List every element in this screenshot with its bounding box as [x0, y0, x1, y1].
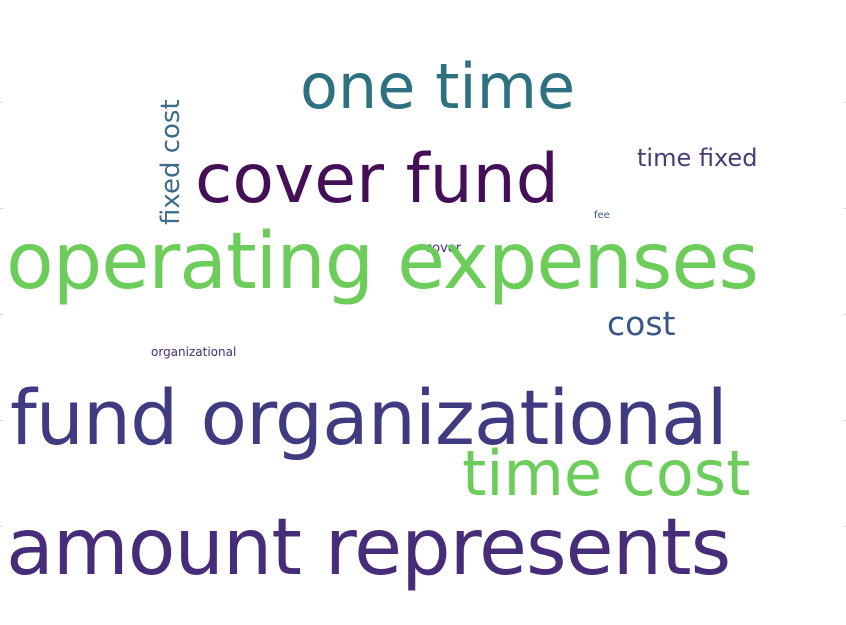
word-time-fixed: time fixed: [637, 144, 758, 172]
word-fixed-cost: fixed cost: [156, 99, 186, 225]
word-cover-fund: cover fund: [195, 140, 559, 219]
edge-tick: [843, 526, 846, 527]
edge-tick: [0, 102, 3, 103]
edge-tick: [843, 420, 846, 421]
edge-tick: [0, 420, 3, 421]
word-operating-expenses: operating expenses: [6, 217, 759, 307]
edge-tick: [0, 526, 3, 527]
word-amount-represents: amount represents: [6, 503, 731, 593]
word-fee: fee: [594, 210, 610, 221]
word-cover: cover: [425, 241, 462, 256]
word-cost: cost: [607, 304, 676, 343]
edge-tick: [843, 208, 846, 209]
edge-tick: [0, 208, 3, 209]
edge-tick: [843, 314, 846, 315]
word-fund-organizational: fund organizational: [10, 373, 728, 462]
word-time-cost: time cost: [462, 437, 751, 510]
word-one-time: one time: [300, 50, 576, 123]
edge-tick: [843, 102, 846, 103]
edge-tick: [0, 314, 3, 315]
word-organizational-small: organizational: [151, 345, 237, 359]
